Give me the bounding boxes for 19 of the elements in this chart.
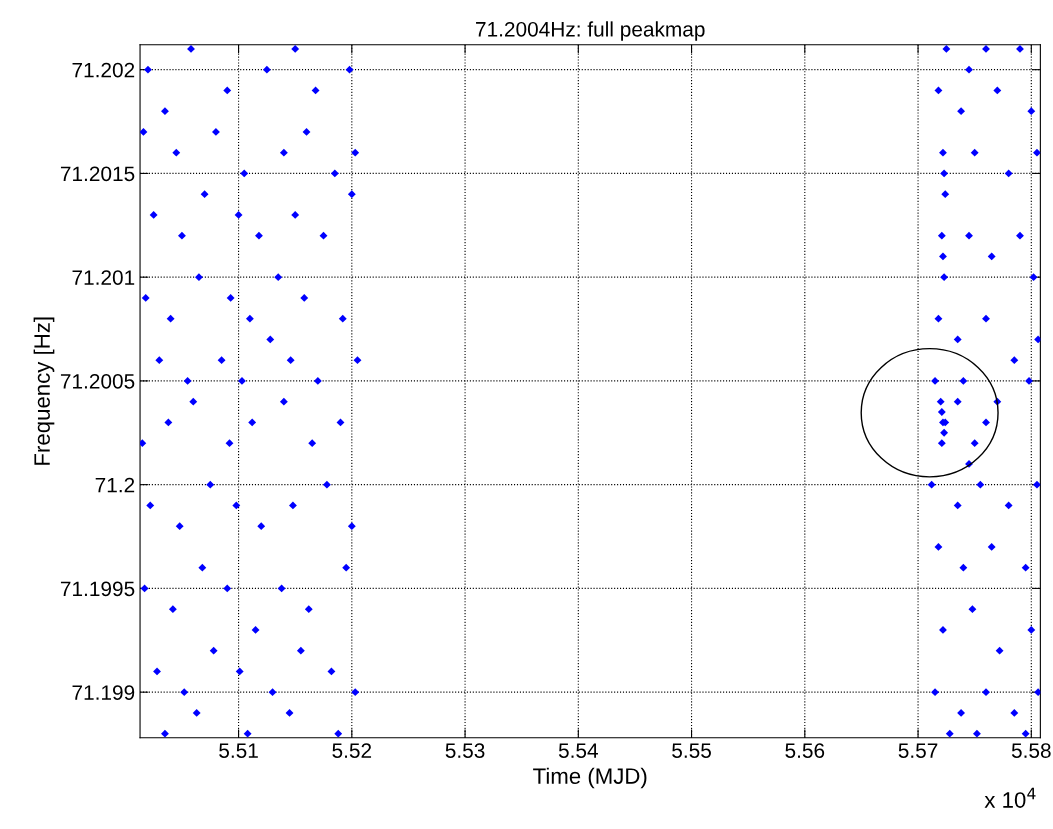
x-tick-label: 5.58 [1011, 743, 1051, 758]
y-tick-label: 71.199 [72, 685, 135, 700]
x-tick-label: 5.56 [785, 743, 825, 758]
y-tick-label: 71.201 [72, 270, 135, 285]
x-tick-label: 5.54 [558, 743, 598, 758]
y-tick-label: 71.2 [95, 477, 135, 493]
chart-title: 71.2004Hz: full peakmap [476, 21, 705, 41]
x-tick-label: 5.52 [332, 743, 372, 758]
x-tick-label: 5.53 [445, 743, 485, 758]
x-tick-label: 5.55 [672, 743, 711, 758]
y-tick-label: 71.202 [72, 62, 135, 78]
y-tick-label: 71.1995 [60, 581, 135, 597]
y-tick-label: 71.2015 [60, 166, 135, 182]
y-axis-title: Frequency [Hz] [33, 317, 55, 465]
x-tick-label: 5.57 [898, 743, 938, 758]
x-axis-title: Time (MJD) [533, 767, 647, 789]
x-tick-label: 5.51 [219, 743, 258, 758]
y-tick-label: 71.2005 [60, 373, 135, 389]
text: x 10$^{4}$ [984, 787, 1036, 808]
